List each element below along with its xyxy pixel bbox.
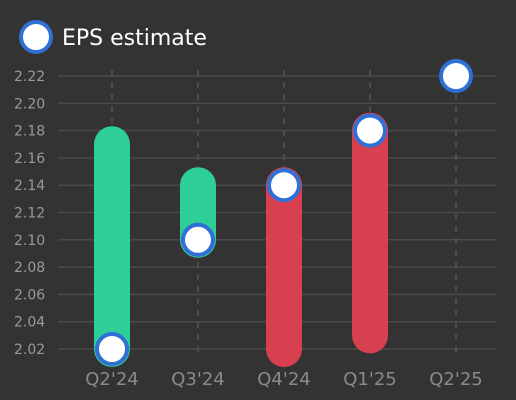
x-tick-label: Q3'24 xyxy=(171,369,224,390)
y-tick-label: 2.20 xyxy=(14,96,45,112)
x-tick-label: Q4'24 xyxy=(257,369,310,390)
estimate-marker xyxy=(353,113,387,148)
estimate-marker xyxy=(95,332,129,366)
x-tick-label: Q2'24 xyxy=(85,369,138,390)
range-bars xyxy=(94,112,388,367)
legend-marker-icon xyxy=(19,20,53,54)
legend: EPS estimate xyxy=(19,20,207,54)
y-tick-label: 2.04 xyxy=(14,315,45,331)
y-tick-label: 2.12 xyxy=(14,206,45,222)
y-tick-label: 2.22 xyxy=(14,69,45,85)
y-tick-label: 2.18 xyxy=(14,124,45,140)
y-tick-label: 2.14 xyxy=(14,178,45,194)
range-bar xyxy=(94,126,130,367)
x-axis-ticks: Q2'24 Q3'24 Q4'24 Q1'25 Q2'25 xyxy=(85,369,482,390)
y-tick-label: 2.06 xyxy=(14,287,45,303)
y-tick-label: 2.16 xyxy=(14,151,45,167)
estimate-marker xyxy=(439,59,473,93)
y-tick-label: 2.08 xyxy=(14,260,45,276)
y-axis-ticks: 2.02 2.04 2.06 2.08 2.10 2.12 2.14 2.16 2.18 2.20… xyxy=(14,69,45,358)
y-tick-label: 2.02 xyxy=(14,342,45,358)
range-bar xyxy=(266,167,302,367)
estimate-marker xyxy=(181,222,215,257)
x-tick-label: Q2'25 xyxy=(429,369,482,390)
y-tick-label: 2.10 xyxy=(14,233,45,249)
range-bar xyxy=(352,112,388,354)
estimate-markers xyxy=(95,59,473,366)
legend-label: EPS estimate xyxy=(62,26,207,51)
estimate-marker xyxy=(267,168,301,203)
x-tick-label: Q1'25 xyxy=(343,369,396,390)
